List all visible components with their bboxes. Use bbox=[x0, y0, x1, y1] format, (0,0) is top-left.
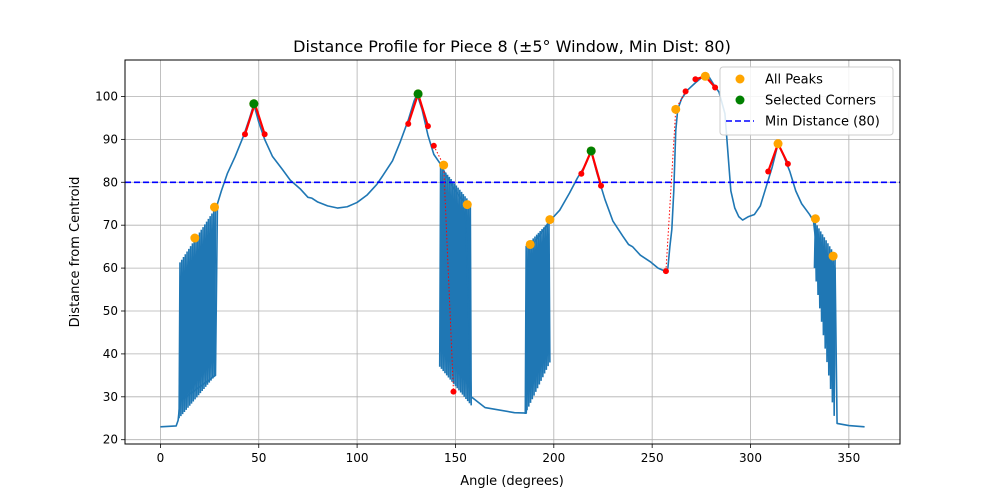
peak-point bbox=[209, 202, 219, 212]
corner-window-point bbox=[598, 182, 605, 189]
y-tick-label: 90 bbox=[103, 132, 118, 146]
y-tick-label: 100 bbox=[95, 89, 118, 103]
corner-window-point bbox=[450, 388, 457, 395]
profile-oscillation-band bbox=[178, 208, 217, 419]
y-tick-label: 80 bbox=[103, 175, 118, 189]
peak-point bbox=[810, 214, 820, 224]
y-tick-label: 50 bbox=[103, 304, 118, 318]
corner-window-point bbox=[430, 142, 437, 149]
corner-window-point bbox=[692, 76, 699, 83]
y-tick-label: 30 bbox=[103, 390, 118, 404]
x-tick-label: 100 bbox=[346, 451, 369, 465]
x-tick-label: 200 bbox=[542, 451, 565, 465]
selected-corner-point bbox=[586, 146, 596, 156]
y-tick-label: 70 bbox=[103, 218, 118, 232]
x-tick-label: 50 bbox=[251, 451, 266, 465]
profile-oscillation-band bbox=[438, 166, 472, 406]
x-tick-label: 150 bbox=[444, 451, 467, 465]
x-tick-label: 350 bbox=[837, 451, 860, 465]
corner-window-point bbox=[784, 160, 791, 167]
peak-point bbox=[828, 251, 838, 261]
corner-window-point bbox=[662, 268, 669, 275]
peak-point bbox=[545, 215, 555, 225]
corner-window-point bbox=[765, 168, 772, 175]
profile-oscillation-band bbox=[524, 221, 551, 414]
peak-point bbox=[525, 239, 535, 249]
y-tick-label: 20 bbox=[103, 433, 118, 447]
peak-point bbox=[671, 104, 681, 114]
corner-window-point bbox=[261, 131, 268, 138]
x-tick-label: 300 bbox=[739, 451, 762, 465]
plot-frame bbox=[124, 59, 901, 445]
legend-label: Min Distance (80) bbox=[765, 115, 880, 130]
corner-window-point bbox=[241, 131, 248, 138]
profile-oscillation-band bbox=[813, 222, 836, 416]
selected-corner-point bbox=[413, 89, 423, 99]
corner-window-point bbox=[405, 120, 412, 127]
corner-window-point bbox=[682, 88, 689, 95]
selected-corner-point bbox=[249, 99, 259, 109]
peak-point bbox=[439, 160, 449, 170]
legend-marker bbox=[735, 74, 745, 84]
x-axis-label: Angle (degrees) bbox=[460, 474, 564, 489]
legend-label: Selected Corners bbox=[765, 94, 876, 109]
peak-point bbox=[773, 139, 783, 149]
chart-title: Distance Profile for Piece 8 (±5° Window… bbox=[293, 37, 731, 56]
legend: All Peaks Selected Corners Min Distance (8… bbox=[719, 66, 894, 136]
corner-window-point bbox=[424, 123, 431, 130]
legend-marker bbox=[735, 95, 745, 105]
y-tick-label: 40 bbox=[103, 347, 118, 361]
y-axis-label: Distance from Centroid bbox=[68, 177, 83, 328]
y-tick-label: 60 bbox=[103, 261, 118, 275]
legend-label: All Peaks bbox=[765, 73, 823, 88]
plot-data-layer bbox=[125, 71, 900, 428]
peak-point bbox=[462, 200, 472, 210]
peak-point bbox=[190, 233, 200, 243]
corner-window-point bbox=[712, 84, 719, 91]
peak-point bbox=[700, 71, 710, 81]
axis-ticks: 0 50 100 150 200 250 300 350 20 30 40 50 60 70 80 90 100 bbox=[95, 89, 860, 465]
x-tick-label: 0 bbox=[157, 451, 165, 465]
x-tick-label: 250 bbox=[641, 451, 664, 465]
legend-box bbox=[719, 66, 894, 136]
corner-window-point bbox=[578, 170, 585, 177]
